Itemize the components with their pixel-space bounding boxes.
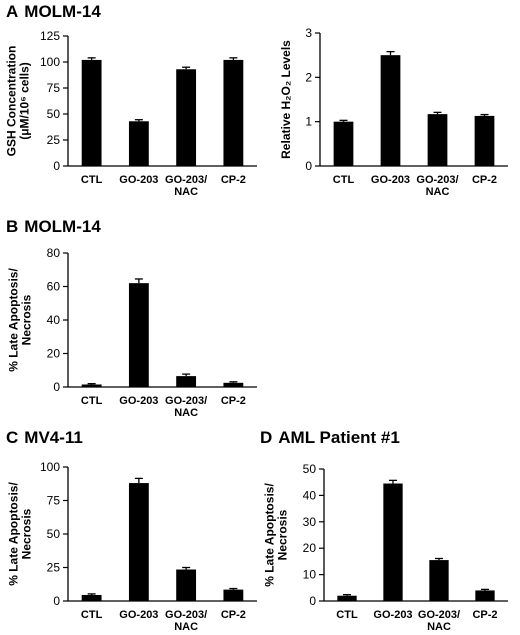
chart1-xtick-label-1: GO-203 [119,174,158,186]
chart5-xtick-label-3: CP-2 [472,609,497,621]
chart4-xtick-label-2: GO-203/NAC [165,609,207,633]
chart3-xtick-label-2: GO-203/NAC [165,395,207,419]
panel-a-title: MOLM-14 [24,2,101,21]
chart1-ytick-label-0: 0 [53,159,60,173]
chart5-xtick-label-1: GO-203 [373,609,412,621]
chart5-ytick-label-5: 50 [303,462,317,476]
chart2-bar-1 [380,55,401,166]
chart4-bar-1 [128,483,149,601]
chart5-ytick-label-2: 20 [303,541,317,555]
chart3-ytick-label-3: 60 [47,280,61,294]
chart5-ytick-label-1: 10 [303,568,317,582]
chart5-ytick-label-4: 40 [303,488,317,502]
chart3-bar-2 [176,376,197,387]
chart1-bar-2 [176,69,197,166]
chart2-ylabel: Relative H₂O₂ Levels [279,40,293,159]
chart1-bar-3 [223,59,244,166]
chart4-ytick-label-3: 75 [47,494,61,508]
chart3-xtick-label-1: GO-203 [119,395,158,407]
chart5-xtick-label-2: GO-203/NAC [418,609,460,633]
chart2-ytick-label-0: 0 [305,159,312,173]
chart1-xtick-label-2: GO-203/NAC [165,174,207,198]
chart4-bar-2 [176,569,197,601]
chart3-ytick-label-1: 20 [47,347,61,361]
chart4-bar-3 [223,589,244,601]
chart1-xtick-label-0: CTL [81,174,103,186]
chart5-ylabel: % Late Apoptosis/Necrosis [263,483,290,587]
chart3-bar-3 [223,382,244,387]
chart2-ytick-label-2: 2 [305,70,312,84]
panel-d-letter: D [260,428,273,447]
chart1-ytick-label-3: 75 [47,81,61,95]
chart2-ytick-label-1: 1 [305,115,312,129]
chart1-ytick-label-4: 100 [40,55,60,69]
chart5-xtick-label-0: CTL [336,609,358,621]
panel-a-heading: A MOLM-14 [6,2,101,22]
chart5-ytick-label-3: 30 [303,515,317,529]
chart2-bar-0 [333,121,354,166]
chart3-ytick-label-2: 40 [47,313,61,327]
panel-b-letter: B [6,217,19,236]
chart3-bar-0 [81,384,102,387]
chart3-xtick-label-3: CP-2 [221,395,246,407]
chart2-xtick-label-3: CP-2 [472,174,497,186]
chart4-xtick-label-3: CP-2 [221,609,246,621]
chart4-ytick-label-1: 25 [47,561,61,575]
chart3-ytick-label-4: 80 [47,246,61,260]
chart2-ytick-label-3: 3 [305,26,312,40]
chart1-ytick-label-1: 25 [47,133,61,147]
chart5-bar-3 [475,590,495,601]
chart5-ytick-label-0: 0 [309,594,316,608]
chart1-bar-1 [128,121,149,166]
panel-c-title: MV4-11 [24,428,83,447]
chart1-ytick-label-2: 50 [47,107,61,121]
chart4-ylabel: % Late Apoptosis/Necrosis [7,482,34,586]
panel-a-letter: A [6,2,19,21]
chart4-bar-0 [81,594,102,601]
chart1-xtick-label-3: CP-2 [221,174,246,186]
chart2-xtick-label-0: CTL [333,174,355,186]
chart3-ytick-label-0: 0 [53,380,60,394]
chart5-bar-0 [337,595,357,601]
chart5-bar-2 [429,560,449,601]
chart3-xtick-label-0: CTL [81,395,103,407]
chart1-ylabel: GSH Concentration(μM/10⁶ cells) [5,46,32,157]
chart2-xtick-label-2: GO-203/NAC [416,174,458,198]
chart4-ytick-label-2: 50 [47,527,61,541]
chart3-bar-1 [128,283,149,387]
panel-d-heading: D AML Patient #1 [260,428,400,448]
chart1-bar-0 [81,59,102,166]
chart3-ylabel: % Late Apoptosis/Necrosis [7,268,34,372]
chart4-xtick-label-1: GO-203 [119,609,158,621]
panel-c-letter: C [6,428,19,447]
chart2-bar-3 [474,115,495,166]
chart5-bar-1 [383,483,403,601]
chart2-bar-2 [427,114,448,166]
panel-c-heading: C MV4-11 [6,428,83,448]
panel-b-heading: B MOLM-14 [6,217,101,237]
chart4-xtick-label-0: CTL [81,609,103,621]
panel-d-title: AML Patient #1 [278,428,400,447]
panel-b-title: MOLM-14 [24,217,101,236]
chart1-ytick-label-5: 125 [40,29,60,43]
chart2-xtick-label-1: GO-203 [371,174,410,186]
chart4-ytick-label-4: 100 [40,460,60,474]
chart4-ytick-label-0: 0 [53,594,60,608]
